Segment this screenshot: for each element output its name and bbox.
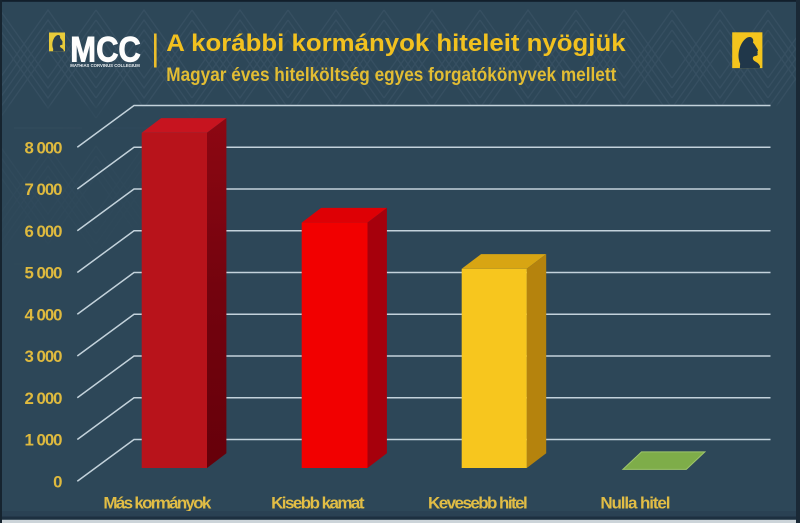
svg-text:Nulla hitel: Nulla hitel xyxy=(600,493,670,512)
svg-text:7 000: 7 000 xyxy=(25,180,63,199)
svg-text:2 000: 2 000 xyxy=(25,389,63,408)
svg-text:Kisebb kamat: Kisebb kamat xyxy=(271,493,365,512)
svg-text:5 000: 5 000 xyxy=(25,264,63,283)
svg-text:6 000: 6 000 xyxy=(25,222,63,241)
svg-text:3 000: 3 000 xyxy=(25,347,63,366)
svg-text:Kevesebb hitel: Kevesebb hitel xyxy=(428,493,528,512)
svg-text:4 000: 4 000 xyxy=(25,305,63,324)
svg-text:MCC: MCC xyxy=(70,30,141,69)
svg-text:8 000: 8 000 xyxy=(25,138,63,157)
svg-text:0: 0 xyxy=(53,472,62,491)
svg-text:A korábbi kormányok hiteleit n: A korábbi kormányok hiteleit nyögjük xyxy=(166,30,626,57)
svg-text:1 000: 1 000 xyxy=(25,431,63,450)
svg-text:MATHIAS CORVINUS COLLEGIUM: MATHIAS CORVINUS COLLEGIUM xyxy=(70,63,140,68)
svg-text:Más kormányok: Más kormányok xyxy=(103,493,212,512)
svg-text:Magyar éves hitelköltség egyes: Magyar éves hitelköltség egyes forgatókö… xyxy=(166,65,617,86)
